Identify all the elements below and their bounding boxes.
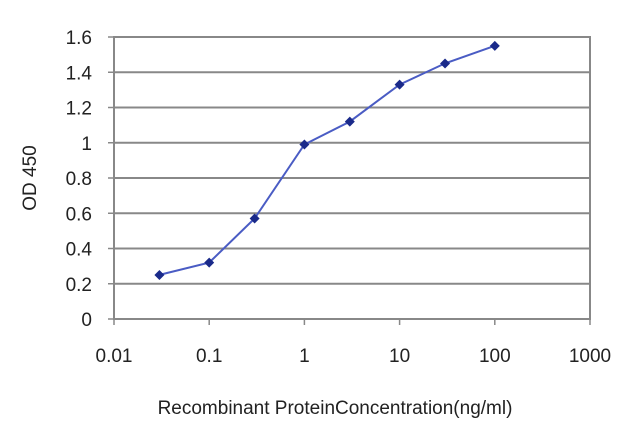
y-tick-label: 1.4 <box>66 63 93 84</box>
y-tick-labels: 0 0.2 0.4 0.6 0.8 1 1.2 1.4 1.6 <box>66 28 93 331</box>
plot-frame <box>108 36 591 325</box>
x-tick-label: 1000 <box>569 346 611 367</box>
y-tick-label: 1.2 <box>66 99 92 120</box>
data-point-marker <box>489 40 500 51</box>
x-axis-title: Recombinant ProteinConcentration(ng/ml) <box>158 398 513 419</box>
data-point-marker <box>299 139 310 150</box>
y-axis-title: OD 450 <box>20 145 41 210</box>
data-point-marker <box>344 116 355 127</box>
x-tick-label: 0.01 <box>96 346 133 367</box>
y-tick-label: 0.2 <box>66 275 92 296</box>
series-line <box>159 44 496 276</box>
x-tick-labels: 0.01 0.1 1 10 100 1000 <box>96 346 612 367</box>
y-tick-label: 0.8 <box>66 169 92 190</box>
x-tick-label: 0.1 <box>196 346 222 367</box>
y-tick-label: 1.6 <box>66 28 92 49</box>
plot-border <box>113 36 591 320</box>
y-tick-label: 1 <box>81 134 92 155</box>
x-tick-label: 100 <box>479 346 511 367</box>
grid-layer <box>114 71 590 285</box>
y-tick-label: 0.4 <box>66 240 93 261</box>
data-point-marker <box>394 79 405 90</box>
data-point-marker <box>204 257 215 268</box>
data-point-marker <box>440 58 451 69</box>
data-point-marker <box>249 213 260 224</box>
y-tick-label: 0.6 <box>66 204 92 225</box>
y-tick-label: 0 <box>81 310 92 331</box>
x-tick-label: 1 <box>299 346 310 367</box>
x-tick-label: 10 <box>389 346 410 367</box>
series-layer <box>154 40 500 280</box>
data-point-marker <box>154 269 165 280</box>
